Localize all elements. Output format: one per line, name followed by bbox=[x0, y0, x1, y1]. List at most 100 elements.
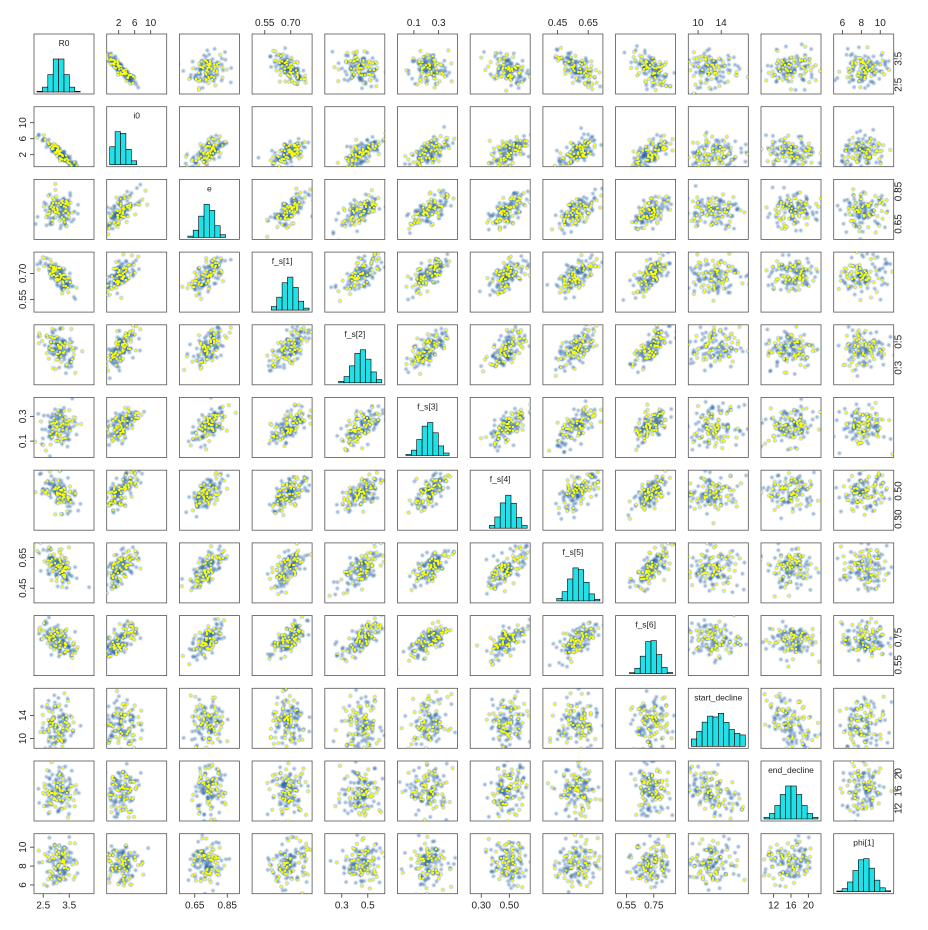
density-point bbox=[701, 50, 707, 57]
highlight-point bbox=[419, 154, 422, 157]
highlight-point bbox=[292, 71, 295, 74]
highlight-point bbox=[590, 82, 593, 85]
histogram-bar bbox=[69, 86, 76, 93]
highlight-point bbox=[279, 59, 282, 62]
highlight-point bbox=[647, 155, 650, 158]
highlight-point bbox=[355, 51, 358, 54]
highlight-point bbox=[54, 216, 57, 219]
density-point bbox=[216, 154, 222, 160]
highlight-point bbox=[572, 157, 575, 160]
density-point bbox=[663, 74, 669, 80]
highlight-point bbox=[377, 196, 380, 199]
highlight-point bbox=[704, 81, 707, 84]
highlight-point bbox=[295, 69, 297, 72]
highlight-point bbox=[202, 169, 204, 171]
highlight-point bbox=[447, 49, 450, 52]
highlight-point bbox=[502, 159, 505, 162]
highlight-point bbox=[382, 138, 385, 141]
highlight-point bbox=[578, 145, 581, 148]
panel-0-10 bbox=[760, 33, 822, 95]
highlight-point bbox=[277, 53, 280, 56]
highlight-point bbox=[420, 156, 423, 159]
highlight-point bbox=[644, 145, 647, 148]
density-point bbox=[634, 43, 640, 49]
highlight-point bbox=[351, 160, 354, 163]
highlight-point bbox=[202, 144, 205, 147]
density-point bbox=[354, 228, 360, 234]
highlight-point bbox=[659, 80, 662, 83]
highlight-point bbox=[422, 103, 424, 105]
highlight-point bbox=[583, 81, 586, 84]
highlight-point bbox=[283, 203, 286, 206]
highlight-point bbox=[217, 62, 220, 64]
highlight-point bbox=[362, 63, 365, 66]
highlight-point bbox=[646, 159, 649, 162]
highlight-point bbox=[664, 61, 667, 64]
highlight-point bbox=[114, 223, 117, 226]
highlight-point bbox=[492, 160, 495, 163]
highlight-point bbox=[559, 152, 562, 155]
highlight-point bbox=[793, 58, 796, 61]
highlight-point bbox=[508, 73, 511, 76]
highlight-point bbox=[657, 149, 660, 152]
highlight-point bbox=[366, 64, 369, 67]
highlight-point bbox=[65, 210, 68, 213]
highlight-point bbox=[509, 164, 512, 167]
highlight-point bbox=[280, 149, 283, 152]
highlight-point bbox=[356, 70, 359, 73]
density-point bbox=[747, 68, 749, 73]
highlight-point bbox=[283, 216, 286, 219]
highlight-point bbox=[117, 73, 120, 76]
highlight-point bbox=[74, 172, 76, 174]
highlight-point bbox=[67, 204, 70, 206]
highlight-point bbox=[276, 155, 279, 157]
highlight-point bbox=[803, 72, 806, 75]
density-point bbox=[732, 138, 738, 144]
density-point bbox=[370, 55, 376, 61]
highlight-point bbox=[349, 154, 351, 157]
density-point bbox=[718, 78, 724, 84]
density-point bbox=[631, 155, 637, 161]
highlight-point bbox=[366, 73, 369, 76]
density-point bbox=[878, 52, 885, 59]
highlight-point bbox=[590, 65, 593, 67]
highlight-point bbox=[735, 74, 738, 77]
highlight-point bbox=[636, 152, 639, 155]
highlight-point bbox=[809, 147, 812, 150]
highlight-point bbox=[558, 57, 561, 60]
highlight-point bbox=[371, 209, 374, 212]
highlight-point bbox=[806, 146, 809, 149]
highlight-point bbox=[288, 143, 291, 146]
highlight-point bbox=[584, 155, 587, 158]
highlight-point bbox=[659, 144, 662, 147]
density-point bbox=[364, 50, 370, 56]
highlight-point bbox=[798, 58, 801, 61]
histogram-bar bbox=[120, 133, 127, 165]
highlight-point bbox=[224, 140, 227, 143]
highlight-point bbox=[581, 147, 584, 150]
highlight-point bbox=[819, 152, 821, 155]
highlight-point bbox=[792, 56, 795, 59]
highlight-point bbox=[868, 150, 871, 153]
highlight-point bbox=[557, 168, 559, 170]
density-point bbox=[692, 168, 697, 173]
density-point bbox=[894, 69, 899, 74]
highlight-point bbox=[653, 81, 656, 84]
highlight-point bbox=[636, 160, 639, 163]
highlight-point bbox=[655, 67, 658, 70]
highlight-point bbox=[575, 146, 578, 149]
highlight-point bbox=[495, 76, 498, 79]
density-point bbox=[554, 46, 560, 52]
density-point bbox=[220, 67, 226, 73]
highlight-point bbox=[579, 148, 582, 151]
highlight-point bbox=[36, 136, 39, 139]
density-point bbox=[417, 167, 422, 172]
highlight-point bbox=[856, 74, 859, 77]
density-point bbox=[761, 146, 764, 152]
panel-frame bbox=[324, 33, 386, 95]
highlight-point bbox=[47, 143, 50, 146]
highlight-point bbox=[502, 66, 504, 69]
highlight-point bbox=[428, 63, 431, 66]
highlight-point bbox=[718, 85, 721, 88]
density-point bbox=[219, 77, 225, 84]
